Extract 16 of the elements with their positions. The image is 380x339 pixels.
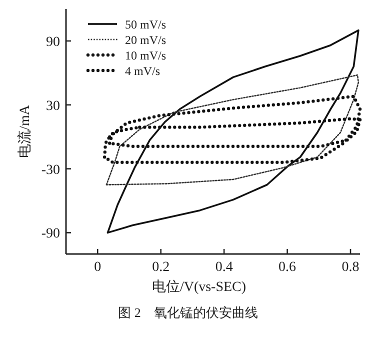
y-axis-title: 电流/mA: [17, 104, 33, 158]
x-tick-label: 0.2: [152, 260, 170, 275]
x-tick-label: 0.4: [215, 260, 233, 275]
y-tick-label: 90: [46, 34, 60, 50]
x-tick-label: 0: [94, 260, 102, 275]
y-tick-label: 30: [46, 98, 60, 114]
legend-label: 50 mV/s: [125, 18, 166, 32]
legend-label: 20 mV/s: [125, 33, 166, 47]
x-tick-label: 0.8: [342, 260, 360, 275]
legend-label: 10 mV/s: [125, 48, 166, 62]
x-axis-title: 电位/V(vs-SEC): [152, 279, 246, 295]
y-tick-label: -30: [41, 162, 60, 178]
y-tick-label: -90: [41, 226, 60, 242]
legend-label: 4 mV/s: [125, 64, 160, 78]
text: 图 2 氧化锰的伏安曲线: [118, 305, 258, 320]
x-tick-label: 0.6: [278, 260, 296, 275]
